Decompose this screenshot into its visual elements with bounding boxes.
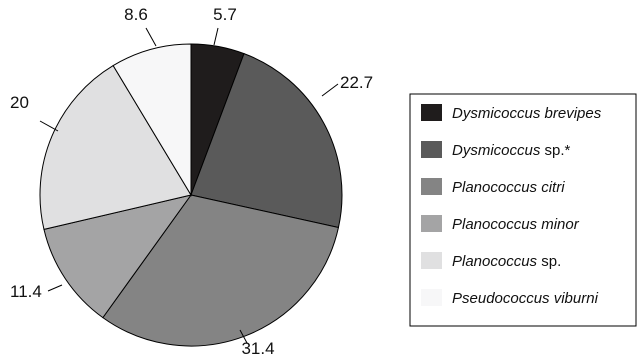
pie-slice-6 xyxy=(112,43,192,197)
legend-swatch-2 xyxy=(421,141,442,158)
legend-label-4: Planococcus minor xyxy=(452,216,580,233)
legend-label-suffix-2: sp.* xyxy=(540,142,570,159)
value-label-6: 8.6 xyxy=(124,5,148,24)
legend-swatch-4 xyxy=(421,215,442,232)
legend-swatch-3 xyxy=(421,178,442,195)
leader-line-2 xyxy=(321,83,339,97)
value-label-5: 20 xyxy=(10,93,29,112)
leader-line-6 xyxy=(145,27,157,47)
legend-label-italic-6: Pseudococcus viburni xyxy=(452,290,599,307)
value-label-2: 22.7 xyxy=(340,73,373,92)
legend-label-italic-4: Planococcus minor xyxy=(452,216,580,233)
legend-label-suffix-5: sp. xyxy=(537,253,561,270)
legend-label-italic-3: Planococcus citri xyxy=(452,179,565,196)
legend-label-2: Dysmicoccus sp.* xyxy=(452,142,571,159)
pie-slice-2 xyxy=(190,52,343,229)
legend-frame xyxy=(409,93,637,327)
legend-swatch-6 xyxy=(421,289,442,306)
legend-label-1: Dysmicoccus brevipes xyxy=(452,105,602,122)
legend-label-italic-1: Dysmicoccus brevipes xyxy=(452,105,602,122)
value-label-leaders xyxy=(39,27,339,344)
pie-slice-5 xyxy=(39,64,192,230)
value-label-4: 11.4 xyxy=(10,282,42,301)
legend-label-italic-2: Dysmicoccus xyxy=(452,142,541,159)
legend-label-5: Planococcus sp. xyxy=(452,253,561,270)
legend: Dysmicoccus brevipes Dysmicoccus sp.* Plan… xyxy=(409,93,637,327)
leader-line-5 xyxy=(39,120,59,132)
leader-line-1 xyxy=(213,27,219,46)
legend-swatch-5 xyxy=(421,252,442,269)
pie-slice-4 xyxy=(43,194,193,319)
legend-label-italic-5: Planococcus xyxy=(452,253,538,270)
legend-swatch-1 xyxy=(421,104,442,121)
leader-line-3 xyxy=(239,329,248,344)
legend-label-3: Planococcus citri xyxy=(452,179,565,196)
leader-line-4 xyxy=(47,284,63,292)
value-label-3: 31.4 xyxy=(241,339,274,358)
value-labels: 5.7 22.7 31.4 11.4 20 8.6 xyxy=(10,5,373,358)
value-label-1: 5.7 xyxy=(213,5,237,24)
pie-slice-3 xyxy=(102,194,340,347)
pie-slices xyxy=(39,43,343,347)
legend-label-6: Pseudococcus viburni xyxy=(452,290,599,307)
